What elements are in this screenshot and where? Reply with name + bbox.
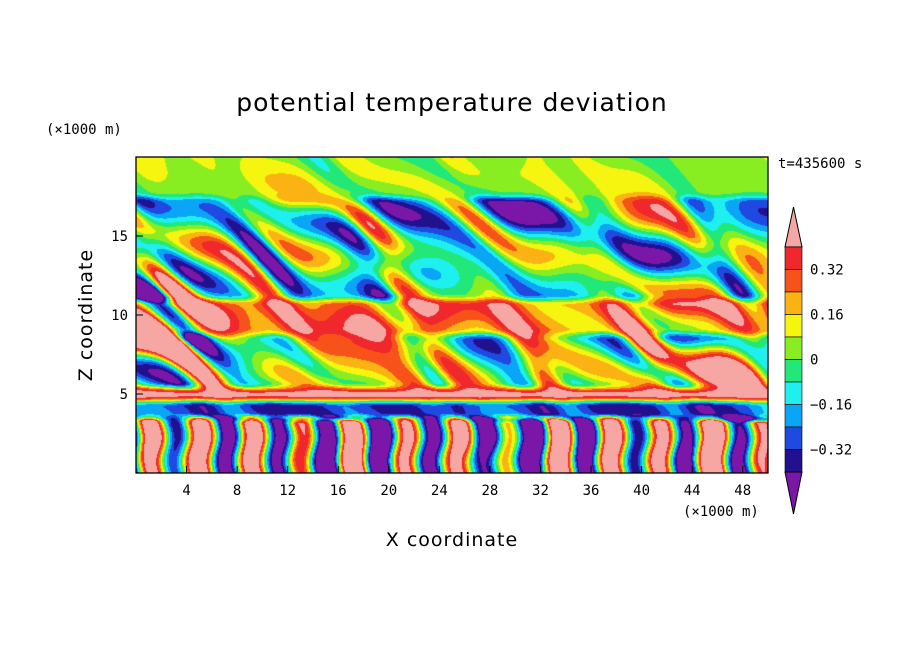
colorbar-tick-label: 0 [810, 353, 818, 369]
x-tick-label: 36 [583, 483, 600, 499]
x-tick-label: 8 [233, 483, 241, 499]
colorbar-min-triangle [784, 471, 803, 515]
colorbar-tick-label: 0.16 [810, 308, 844, 324]
x-axis-unit: (×1000 m) [683, 504, 759, 520]
y-tick-label: 10 [111, 308, 128, 324]
x-tick-label: 24 [431, 483, 448, 499]
colorbar-max-triangle [784, 206, 803, 248]
x-tick-label: 44 [684, 483, 701, 499]
x-axis-ticks: 4 8 12 16 20 24 28 32 36 40 44 48 [182, 466, 751, 499]
x-tick-label: 20 [380, 483, 397, 499]
colorbar-tick-label: 0.32 [810, 263, 844, 279]
colorbar: 0.32 0.16 0 −0.16 −0.32 [784, 206, 852, 515]
y-axis-ticks: 5 10 15 [111, 229, 143, 403]
colorbar-swatch [784, 291, 803, 315]
x-tick-label: 48 [734, 483, 751, 499]
colorbar-tick-label: −0.16 [810, 398, 852, 414]
y-tick-label: 5 [120, 387, 128, 403]
time-label: t=435600 s [778, 156, 862, 172]
colorbar-swatch [784, 404, 803, 428]
contour-field [136, 157, 768, 473]
colorbar-tick-label: −0.32 [810, 443, 852, 459]
y-axis-label: Z coordinate [75, 249, 97, 381]
x-tick-label: 12 [279, 483, 296, 499]
colorbar-swatch [784, 246, 803, 270]
colorbar-swatch [784, 381, 803, 405]
x-tick-label: 4 [182, 483, 190, 499]
colorbar-swatch [784, 359, 803, 383]
field-container [136, 157, 768, 473]
y-axis-unit: (×1000 m) [46, 122, 122, 138]
x-tick-label: 40 [633, 483, 650, 499]
colorbar-swatch [784, 426, 803, 450]
chart-title: potential temperature deviation [236, 88, 667, 117]
x-axis-label: X coordinate [386, 529, 518, 551]
x-tick-label: 32 [532, 483, 549, 499]
y-tick-label: 15 [111, 229, 128, 245]
colorbar-swatch [784, 336, 803, 360]
colorbar-swatch [784, 269, 803, 293]
colorbar-swatch [784, 449, 803, 473]
x-tick-label: 28 [481, 483, 498, 499]
plot-area [135, 156, 769, 474]
x-tick-label: 16 [330, 483, 347, 499]
colorbar-swatch [784, 314, 803, 338]
